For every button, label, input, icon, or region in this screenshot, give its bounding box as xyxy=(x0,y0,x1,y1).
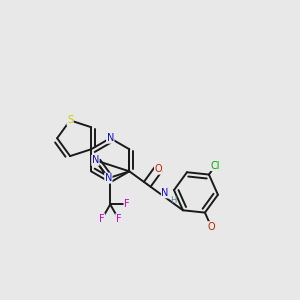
Text: Cl: Cl xyxy=(211,160,220,171)
Text: N: N xyxy=(161,188,169,198)
Text: S: S xyxy=(67,116,73,125)
Text: O: O xyxy=(154,164,162,174)
Text: N: N xyxy=(92,155,99,165)
Text: O: O xyxy=(207,222,215,232)
Text: F: F xyxy=(99,214,105,224)
Text: F: F xyxy=(116,214,121,224)
Text: H: H xyxy=(170,196,176,205)
Text: N: N xyxy=(106,133,114,143)
Text: N: N xyxy=(105,173,112,183)
Text: F: F xyxy=(124,200,130,209)
